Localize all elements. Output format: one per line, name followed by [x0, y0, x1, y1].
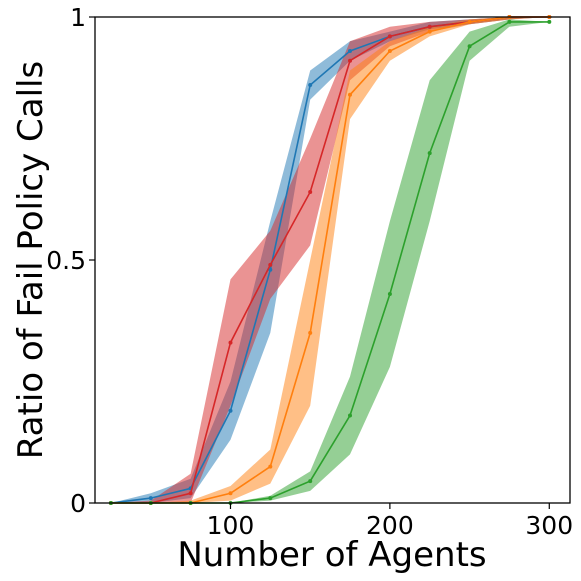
series-2-point	[427, 24, 432, 29]
series-4-point	[348, 413, 352, 418]
y-axis-label: Ratio of Fail Policy Calls	[11, 61, 51, 459]
series-2-point	[308, 190, 313, 194]
x-tick-label: 100	[207, 511, 255, 540]
series-1-point	[148, 496, 153, 501]
series-1-point	[348, 49, 352, 53]
series-1-point	[308, 83, 313, 87]
series-3-point	[427, 29, 432, 34]
x-tick-label: 300	[525, 511, 573, 540]
series-4-point	[547, 19, 552, 24]
series-4-point	[268, 496, 273, 501]
series-3-point	[348, 92, 352, 97]
series-3-point	[308, 330, 313, 335]
y-tick-label: 1	[70, 3, 86, 32]
series-2-point	[268, 262, 273, 267]
series-2-point	[387, 34, 392, 39]
y-tick-label: 0	[70, 489, 86, 518]
y-axis-ticks: 00.51	[46, 3, 95, 518]
series-1-point	[268, 267, 273, 272]
confidence-bands	[110, 17, 550, 504]
y-tick-label: 0.5	[46, 246, 86, 275]
series-2-point	[188, 491, 193, 496]
x-axis-ticks: 100 200 300	[207, 503, 573, 540]
series-4-point	[467, 44, 472, 49]
series-4-point	[507, 19, 512, 24]
series-4-point	[308, 479, 313, 484]
series-2-point	[228, 340, 233, 345]
series-3-point	[387, 49, 392, 53]
series-4-band	[110, 19, 550, 504]
series-4-point	[387, 292, 392, 296]
x-tick-label: 200	[366, 511, 414, 540]
series-2-point	[348, 58, 352, 63]
series-3-point	[467, 19, 472, 24]
series-3-point	[268, 464, 273, 469]
series-3-band	[110, 17, 550, 503]
series-1-point	[228, 408, 233, 413]
x-axis-label: Number of Agents	[177, 535, 486, 575]
series-4-point	[427, 151, 432, 156]
series-3-point	[228, 491, 233, 496]
